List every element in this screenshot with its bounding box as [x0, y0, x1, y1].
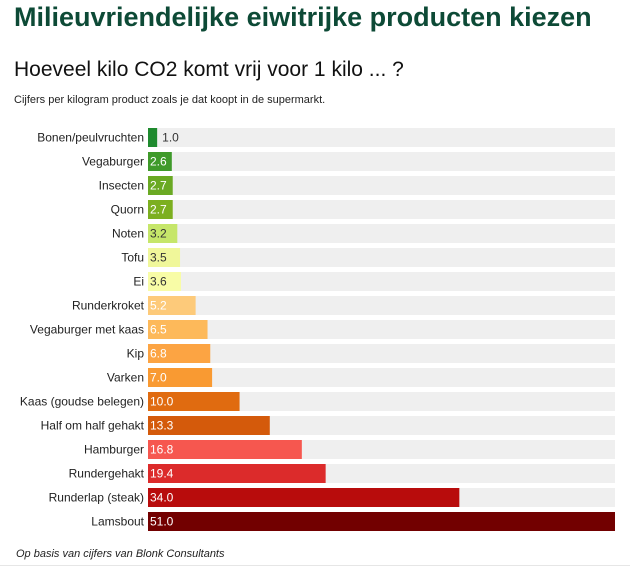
value-label: 2.7	[150, 179, 167, 193]
footer-divider	[0, 565, 630, 566]
category-label: Runderlap (steak)	[49, 491, 144, 505]
value-label: 19.4	[150, 467, 174, 481]
value-label: 3.5	[150, 251, 167, 265]
category-label: Lamsbout	[91, 515, 144, 529]
bar-track	[148, 200, 615, 219]
category-label: Vegaburger	[82, 155, 144, 169]
bar	[148, 272, 181, 291]
category-label: Tofu	[121, 251, 144, 265]
value-label: 2.6	[150, 155, 167, 169]
value-label: 2.7	[150, 203, 167, 217]
bar-track	[148, 128, 615, 147]
category-label: Runderkroket	[72, 299, 145, 313]
category-label: Half om half gehakt	[41, 419, 145, 433]
category-label: Rundergehakt	[69, 467, 145, 481]
bar	[148, 416, 270, 435]
bar-track	[148, 392, 615, 411]
category-label: Vegaburger met kaas	[30, 323, 144, 337]
chart-category-labels: Bonen/peulvruchten Vegaburger Insecten Quor…	[20, 131, 145, 529]
value-label: 10.0	[150, 395, 174, 409]
bar	[148, 200, 173, 219]
bar-track	[148, 296, 615, 315]
category-label: Noten	[112, 227, 144, 241]
bar-track	[148, 368, 615, 387]
bar	[148, 176, 173, 195]
bar-track	[148, 320, 615, 339]
bar-track	[148, 152, 615, 171]
bar	[148, 248, 181, 267]
chart-subtitle: Hoeveel kilo CO2 komt vrij voor 1 kilo .…	[14, 58, 404, 81]
bar	[148, 368, 213, 387]
chart-bars	[148, 128, 615, 531]
bar-track	[148, 248, 615, 267]
bar-chart: Bonen/peulvruchten Vegaburger Insecten Quor…	[20, 128, 615, 531]
bar	[148, 464, 326, 483]
bar	[148, 512, 615, 531]
bar-track	[148, 272, 615, 291]
bar	[148, 296, 196, 315]
value-label: 16.8	[150, 443, 174, 457]
category-label: Quorn	[111, 203, 144, 217]
value-label: 6.5	[150, 323, 167, 337]
category-label: Hamburger	[84, 443, 144, 457]
value-label: 7.0	[150, 371, 167, 385]
category-label: Kaas (goudse belegen)	[20, 395, 144, 409]
chart-description: Cijfers per kilogram product zoals je da…	[14, 94, 326, 106]
category-label: Insecten	[99, 179, 144, 193]
bar	[148, 152, 172, 171]
bar-track	[148, 176, 615, 195]
category-label: Bonen/peulvruchten	[37, 131, 144, 145]
value-label: 6.8	[150, 347, 167, 361]
bar-track	[148, 344, 615, 363]
bar	[148, 344, 211, 363]
bar	[148, 392, 240, 411]
category-label: Kip	[127, 347, 145, 361]
value-label: 1.0	[162, 131, 179, 145]
value-label: 3.6	[150, 275, 167, 289]
source-note: Op basis van cijfers van Blonk Consultan…	[16, 548, 225, 560]
page-title: Milieuvriendelijke eiwitrijke producten …	[14, 2, 592, 32]
category-label: Ei	[133, 275, 144, 289]
bar	[148, 440, 302, 459]
category-label: Varken	[107, 371, 144, 385]
value-label: 13.3	[150, 419, 174, 433]
chart-value-labels: 1.0 2.6 2.7 2.7 3.2 3.5 3.6 5.2 6.5 6.8 7.0 10.0 13.…	[150, 131, 179, 529]
value-label: 34.0	[150, 491, 174, 505]
bar	[148, 128, 158, 147]
bar	[148, 224, 178, 243]
bar	[148, 488, 460, 507]
value-label: 3.2	[150, 227, 167, 241]
value-label: 5.2	[150, 299, 167, 313]
bar	[148, 320, 208, 339]
bar-track	[148, 224, 615, 243]
value-label: 51.0	[150, 515, 174, 529]
